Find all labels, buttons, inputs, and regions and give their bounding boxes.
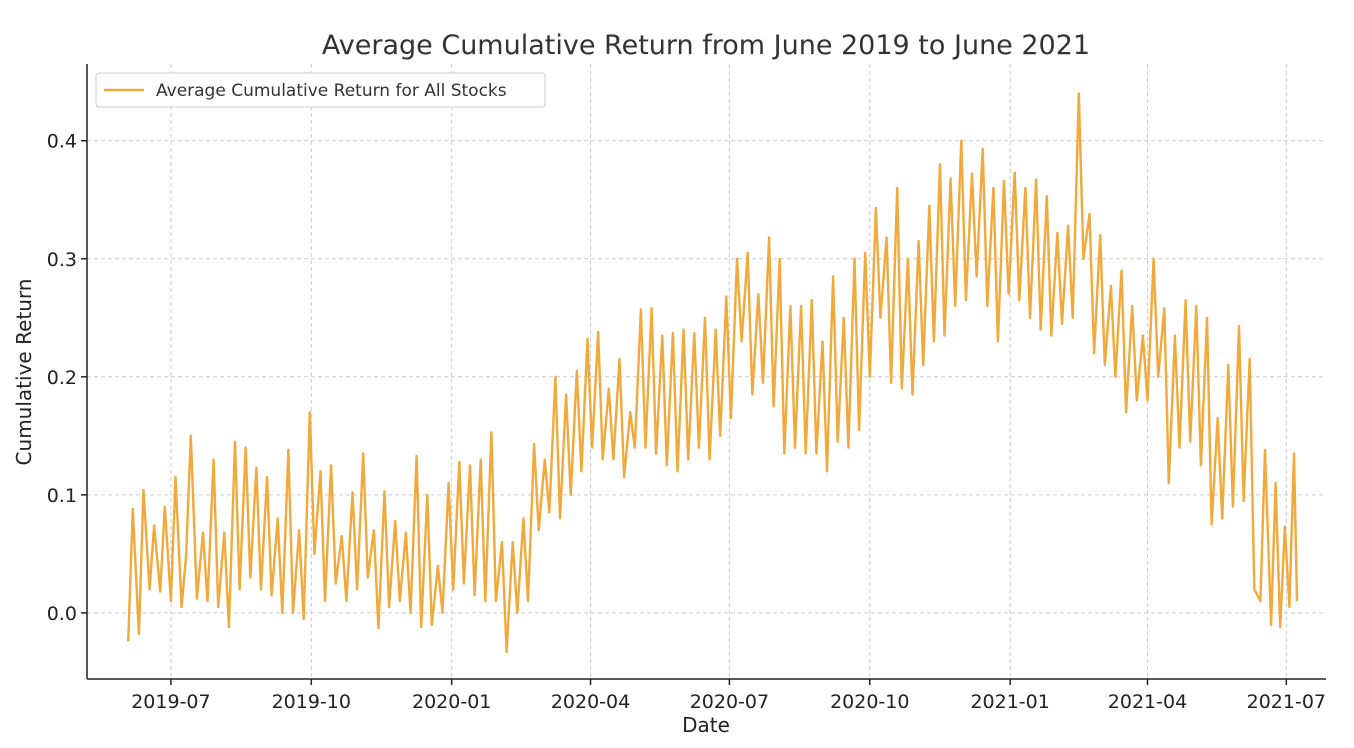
x-tick-label: 2019-07 bbox=[131, 691, 210, 713]
chart-title: Average Cumulative Return from June 2019… bbox=[322, 30, 1090, 61]
legend-label: Average Cumulative Return for All Stocks bbox=[156, 81, 507, 101]
y-tick-label: 0.1 bbox=[47, 485, 77, 507]
y-axis-label: Cumulative Return bbox=[12, 279, 36, 466]
x-tick-label: 2021-04 bbox=[1108, 691, 1187, 713]
series-line-average-cumulative-return bbox=[127, 92, 1299, 654]
legend: Average Cumulative Return for All Stocks bbox=[95, 72, 546, 108]
y-tick-label: 0.0 bbox=[47, 603, 77, 625]
x-tick-label: 2020-04 bbox=[551, 691, 630, 713]
y-tick-label: 0.2 bbox=[47, 367, 77, 389]
x-tick-label: 2020-10 bbox=[830, 691, 909, 713]
x-tick-label: 2021-01 bbox=[970, 691, 1049, 713]
x-axis-ticks: 2019-07 2019-10 2020-01 2020-04 2020-07 2020-… bbox=[131, 679, 1326, 713]
legend-box bbox=[95, 72, 546, 108]
x-tick-label: 2021-07 bbox=[1247, 691, 1326, 713]
y-tick-label: 0.3 bbox=[47, 249, 77, 271]
x-tick-label: 2020-07 bbox=[690, 691, 769, 713]
y-tick-label: 0.4 bbox=[47, 131, 77, 153]
x-axis-label: Date bbox=[682, 713, 730, 737]
y-axis-ticks: 0.0 0.1 0.2 0.3 0.4 bbox=[47, 131, 87, 625]
x-tick-label: 2020-01 bbox=[412, 691, 491, 713]
x-tick-label: 2019-10 bbox=[272, 691, 351, 713]
